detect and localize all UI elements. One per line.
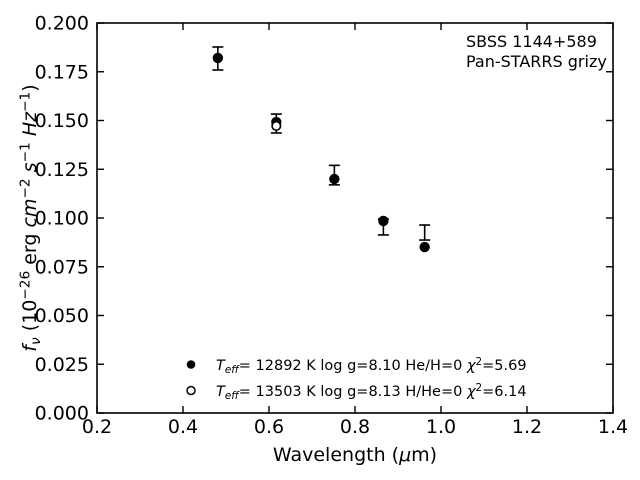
data-point-filled bbox=[378, 215, 389, 227]
y-tick-label: 0.175 bbox=[35, 61, 89, 83]
x-tick-label: 1.0 bbox=[426, 416, 456, 438]
y-tick-label: 0.075 bbox=[35, 256, 89, 278]
y-tick-label: 0.000 bbox=[35, 403, 89, 425]
x-tick-label: 1.4 bbox=[598, 416, 628, 438]
x-tick-label: 1.2 bbox=[512, 416, 542, 438]
data-point-filled bbox=[212, 52, 224, 64]
y-tick-label: 0.200 bbox=[35, 13, 89, 35]
y-tick-label: 0.050 bbox=[35, 305, 89, 327]
x-tick-label: 0.2 bbox=[82, 416, 112, 438]
x-tick-label: 0.4 bbox=[168, 416, 198, 438]
y-axis-label: fν (10−26 erg cm−2 s−1 Hz−1) bbox=[18, 84, 44, 351]
legend-marker-filled bbox=[186, 360, 196, 369]
data-point-open bbox=[271, 120, 282, 131]
annotation-line: Pan-STARRS grizy bbox=[466, 52, 607, 71]
x-axis-label: Wavelength (μm) bbox=[273, 444, 437, 466]
y-tick-label: 0.150 bbox=[35, 110, 89, 132]
x-tick-label: 0.8 bbox=[340, 416, 370, 438]
legend-label: Teff= 13503 K log g=8.13 H/He=0 χ2=6.14 bbox=[216, 382, 527, 402]
data-point-filled bbox=[329, 173, 340, 185]
y-tick-label: 0.025 bbox=[35, 354, 89, 376]
annotation-line: SBSS 1144+589 bbox=[466, 32, 597, 51]
y-tick-label: 0.125 bbox=[35, 159, 89, 181]
y-tick-label: 0.100 bbox=[35, 208, 89, 230]
x-tick-label: 0.6 bbox=[254, 416, 284, 438]
legend-label: Teff= 12892 K log g=8.10 He/H=0 χ2=5.69 bbox=[216, 356, 527, 376]
legend-marker-open bbox=[186, 385, 196, 396]
data-point-filled bbox=[419, 241, 430, 253]
